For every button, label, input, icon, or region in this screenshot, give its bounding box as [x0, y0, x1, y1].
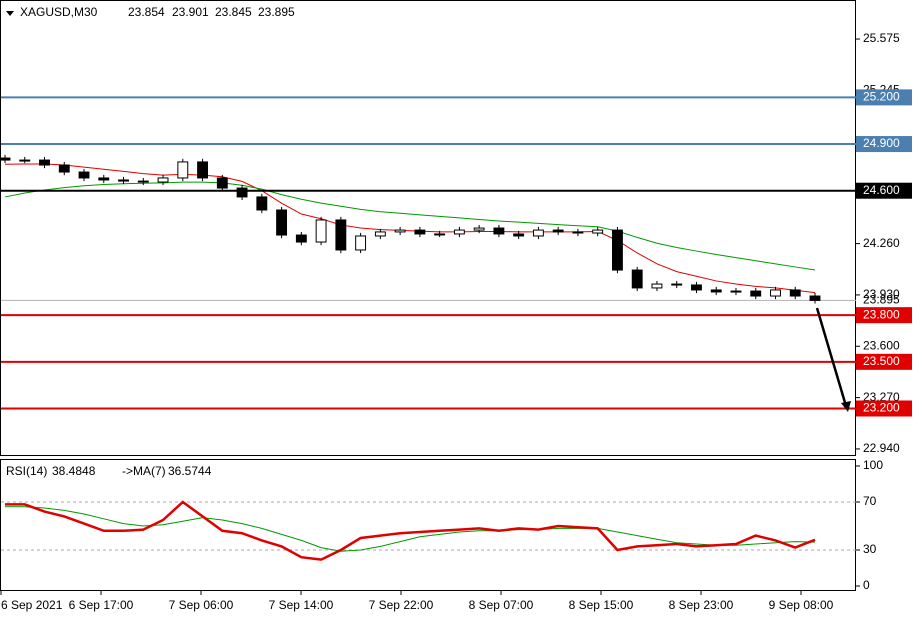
candle-body: [315, 219, 327, 243]
candle-body: [552, 229, 564, 233]
rsi-y-tick-label: 100: [863, 458, 883, 472]
rsi-y-tick-label: 30: [863, 542, 877, 556]
candle-body: [532, 229, 544, 237]
candle-body: [78, 171, 90, 179]
rsi-ma-label: ->MA(7): [122, 464, 166, 478]
rsi-ma-line: [5, 506, 816, 552]
rsi-y-tick-label: 70: [863, 494, 877, 508]
candle-body: [691, 284, 702, 291]
x-tick-label: 8 Sep 23:00: [669, 598, 734, 612]
candle-body: [374, 231, 386, 237]
candle-body: [335, 219, 347, 251]
x-tick-label: 8 Sep 15:00: [569, 598, 634, 612]
candle-body: [197, 161, 208, 179]
candle-body: [612, 229, 623, 271]
level-label: 25.200: [863, 90, 900, 104]
candle-body: [671, 283, 683, 286]
ohlc-open: 23.854: [128, 5, 165, 19]
level-label: 23.800: [863, 307, 900, 321]
x-tick-label: 6 Sep 2021: [1, 598, 63, 612]
moving-average: [4, 163, 816, 294]
candle-body: [295, 234, 307, 243]
moving-average: [4, 181, 816, 271]
y-tick-label: 23.930: [863, 287, 900, 301]
x-tick-label: 7 Sep 14:00: [269, 598, 334, 612]
candle-body: [750, 290, 762, 297]
y-tick-label: 25.575: [863, 31, 900, 45]
candle-body: [19, 159, 31, 162]
forecast-arrow: [815, 307, 848, 407]
candle-body: [394, 229, 406, 233]
level-label: 23.500: [863, 354, 900, 368]
candle-body: [137, 180, 149, 183]
candle-body: [157, 177, 169, 183]
level-label-box: [856, 400, 912, 417]
rsi-label: RSI(14): [6, 464, 47, 478]
candle-body: [513, 233, 525, 237]
ohlc-close: 23.895: [258, 5, 295, 19]
candle-body: [789, 289, 801, 297]
x-tick-label: 8 Sep 07:00: [469, 598, 534, 612]
level-label-box: [856, 136, 912, 153]
candle-body: [276, 209, 288, 236]
candle-body: [256, 196, 268, 211]
candle-body: [493, 227, 505, 235]
plot-layer: 25.57525.24524.26023.93023.60023.27022.9…: [0, 31, 912, 612]
candle-body: [355, 235, 367, 251]
x-tick-label: 7 Sep 22:00: [369, 598, 434, 612]
level-label: 24.600: [863, 183, 900, 197]
rsi-frame: [0, 459, 856, 591]
rsi-value: 38.4848: [52, 464, 96, 478]
candle-body: [651, 283, 663, 289]
candle-body: [98, 177, 110, 181]
forecast-arrow-head: [841, 401, 851, 412]
x-tick-label: 9 Sep 08:00: [769, 598, 834, 612]
symbol-marker: [6, 11, 14, 16]
x-tick-label: 6 Sep 17:00: [69, 598, 134, 612]
level-label: 23.200: [863, 401, 900, 415]
candle-body: [39, 159, 50, 166]
candle-body: [216, 177, 228, 189]
candle-body: [177, 161, 189, 179]
candle-body: [414, 229, 426, 235]
candle-body: [118, 179, 129, 182]
candle-body: [58, 164, 70, 173]
candle-body: [236, 187, 248, 198]
y-tick-label: 22.940: [863, 441, 900, 455]
rsi-y-tick-label: 0: [863, 578, 870, 592]
candle-body: [730, 290, 742, 293]
symbol: XAGUSD,M30: [20, 5, 98, 19]
main-frame: [0, 0, 856, 456]
last-price-label: 23.895: [863, 293, 900, 307]
level-label-box: [856, 353, 912, 370]
candle-body: [0, 157, 11, 161]
level-label-box: [856, 89, 912, 106]
ohlc-high: 23.901: [172, 5, 209, 19]
candle-body: [631, 269, 643, 289]
candle-body: [592, 229, 604, 234]
level-label: 24.900: [863, 136, 900, 150]
y-tick-label: 23.600: [863, 338, 900, 352]
candle-body: [572, 231, 584, 234]
ohlc-low: 23.845: [215, 5, 252, 19]
candle-body: [453, 229, 465, 235]
level-label-box: [856, 182, 912, 199]
x-tick-label: 7 Sep 06:00: [169, 598, 234, 612]
y-tick-label: 23.270: [863, 390, 900, 404]
candle-body: [809, 295, 821, 301]
candle-body: [434, 233, 446, 236]
candle-body: [710, 289, 722, 293]
rsi-line: [5, 500, 816, 561]
y-tick-label: 24.260: [863, 236, 900, 250]
rsi-ma-value: 36.5744: [168, 464, 212, 478]
candle-body: [473, 227, 485, 231]
level-label-box: [856, 307, 912, 324]
candle-body: [770, 289, 781, 297]
